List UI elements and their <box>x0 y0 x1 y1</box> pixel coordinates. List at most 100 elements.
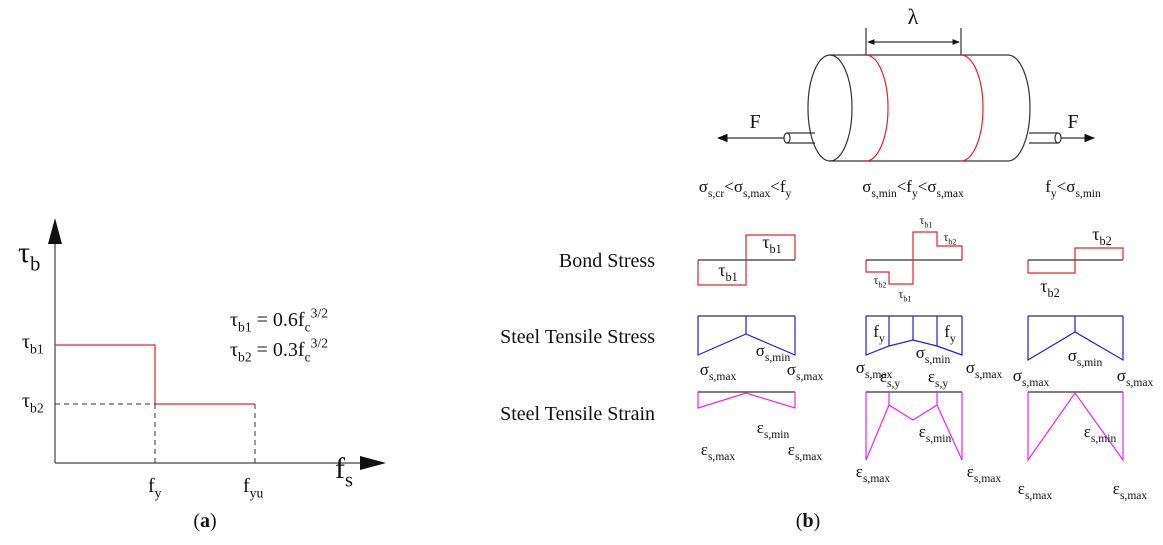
bond-slip-curve <box>55 345 255 404</box>
label-part: 3/2 <box>311 336 329 351</box>
label: τb2 = 0.3fc3/2 <box>230 336 328 365</box>
strain-diagram <box>866 392 962 460</box>
label: (a) <box>193 510 216 532</box>
label-part: Bond Stress <box>559 250 655 272</box>
label-part: = 0.3f <box>252 339 305 361</box>
label-part: s,min <box>871 187 897 200</box>
label: σs,max <box>787 360 824 383</box>
label-part: = 0.6f <box>252 309 305 331</box>
label: τb1 <box>718 260 737 284</box>
label-part: y <box>155 486 162 501</box>
label-part: b2 <box>948 237 956 246</box>
label: fs <box>335 452 353 491</box>
label-part: b <box>802 510 813 532</box>
guide-lines <box>55 404 255 463</box>
label-part: τ <box>762 232 769 252</box>
label-part: b1 <box>726 270 738 284</box>
label-part: b2 <box>1100 234 1112 248</box>
label-part: τ <box>22 390 30 412</box>
label-part: F <box>1067 111 1078 133</box>
label-part: s,min <box>925 353 951 366</box>
label-part: F <box>749 111 760 133</box>
label-part: s,min <box>764 428 790 441</box>
label-part: s,max <box>975 368 1002 381</box>
label-part: s,max <box>1022 376 1049 389</box>
label-part: s,min <box>1077 356 1103 369</box>
label-part: s,max <box>743 187 770 200</box>
rod-right <box>1029 133 1058 143</box>
label: σs,max <box>1117 366 1154 389</box>
label-part: 3/2 <box>311 306 329 321</box>
label: Steel Tensile Strain <box>500 403 655 425</box>
label-part: a <box>200 510 210 532</box>
label: σs,min <box>916 343 951 366</box>
label: εs,max <box>856 462 891 485</box>
label: fy <box>944 322 956 345</box>
label: τb2 <box>944 230 957 246</box>
label: σs,max <box>966 358 1003 381</box>
y-arrow <box>48 218 62 244</box>
label: σs,min<fy<σs,max <box>862 177 964 200</box>
label-part: s,max <box>708 450 735 463</box>
label-part: s,max <box>709 370 736 383</box>
label: τb2 <box>1092 224 1111 248</box>
label: σs,cr<σs,max<fy <box>699 177 792 200</box>
label-part: ε <box>1018 479 1025 498</box>
label-part: y <box>879 332 885 345</box>
label-part: c <box>305 320 311 335</box>
rod-right-end <box>1055 133 1061 143</box>
label-part: s,y <box>935 377 948 390</box>
label-part: f <box>335 452 345 485</box>
label: σs,min <box>756 341 791 364</box>
label-part: Steel Tensile Stress <box>500 326 655 348</box>
label: F <box>749 111 760 133</box>
label-part: Steel Tensile Strain <box>500 403 655 425</box>
label: fy <box>873 322 885 345</box>
label-part: b <box>30 253 40 275</box>
label-part: τ <box>718 260 725 280</box>
label-part: ε <box>1113 479 1120 498</box>
strain-diagram <box>1028 392 1123 460</box>
label-part: σ <box>787 360 796 379</box>
cylinder-body <box>830 55 1030 161</box>
figure: τbfsτb1τb2fyfyuτb1 = 0.6fc3/2τb2 = 0.3fc… <box>0 0 1163 545</box>
label-part: s,max <box>795 450 822 463</box>
label: εs,max <box>1018 479 1053 502</box>
label-part: b1 <box>238 320 252 335</box>
label: εs,max <box>701 440 736 463</box>
label-part: ε <box>788 440 795 459</box>
label-part: b1 <box>30 342 44 357</box>
label: τb1 <box>22 331 44 357</box>
label-part: σ <box>966 358 975 377</box>
label-part: s,min <box>926 432 952 445</box>
label-part: <f <box>897 177 913 196</box>
label-part: s,min <box>1091 432 1117 445</box>
label: λ <box>908 4 919 29</box>
label: fyu <box>243 475 263 501</box>
label-part: b1 <box>903 294 911 303</box>
label-part: τ <box>18 236 30 269</box>
label: σs,max <box>1013 366 1050 389</box>
strain-diagram <box>698 392 795 408</box>
label: τb2 <box>874 273 887 289</box>
label-part: s,max <box>1120 489 1147 502</box>
label-part: τ <box>22 331 30 353</box>
label-part: ) <box>814 510 821 532</box>
label: τb1 <box>920 213 933 229</box>
label-part: σ <box>1117 366 1126 385</box>
label: (b) <box>796 510 820 532</box>
label-part: σ <box>862 177 871 196</box>
label-part: σ <box>1068 346 1077 365</box>
label-part: σ <box>700 360 709 379</box>
label-part: b2 <box>30 401 44 416</box>
label-part: s,max <box>1025 489 1052 502</box>
label: εs,y <box>928 367 949 390</box>
label: fy <box>148 475 162 501</box>
label: τb2 <box>22 390 44 416</box>
label-part: ) <box>210 510 217 532</box>
label-part: τ <box>1092 224 1099 244</box>
x-arrow <box>360 456 386 470</box>
label-part: s <box>345 469 353 491</box>
panel-b-specimen <box>718 28 1094 161</box>
label: εs,max <box>788 440 823 463</box>
